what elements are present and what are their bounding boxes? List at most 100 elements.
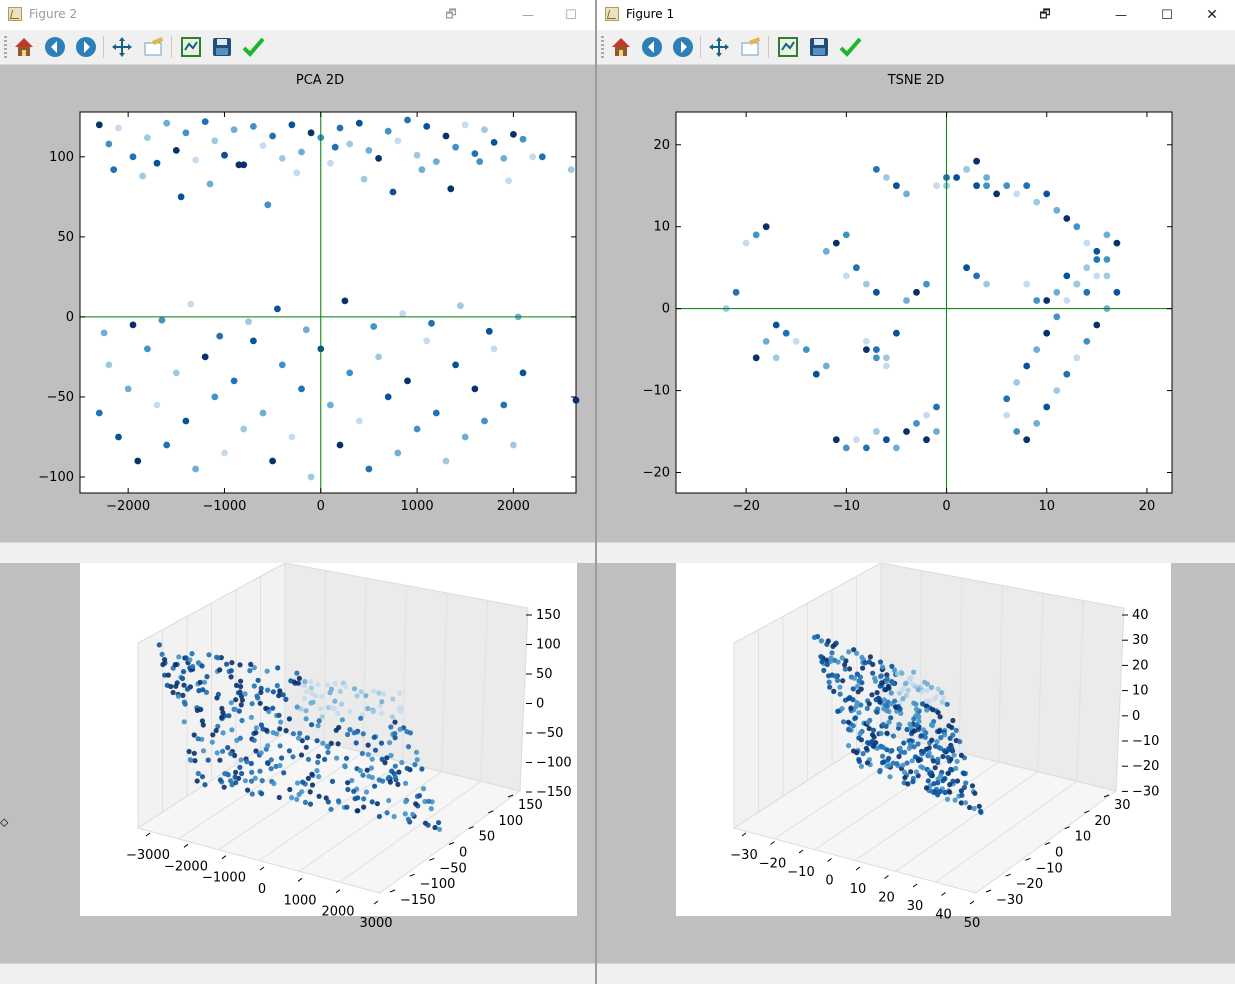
data-point <box>927 771 933 777</box>
data-point <box>217 777 223 783</box>
data-point <box>345 780 351 786</box>
data-point <box>877 659 884 665</box>
x-tick-label: −20 <box>732 499 759 514</box>
data-point <box>926 750 932 756</box>
data-point <box>332 698 338 704</box>
restore-icon[interactable]: 🗗 <box>445 6 457 21</box>
data-point <box>277 726 283 732</box>
figure-canvas-pca-3d[interactable]: 150 100 50 0 −50 −100 −150 −3000 −2000 −1000 0 1000… <box>0 562 595 963</box>
data-point <box>376 690 382 696</box>
home-button[interactable] <box>11 34 37 60</box>
zoom-button[interactable] <box>738 34 764 60</box>
data-point <box>452 361 459 369</box>
data-point <box>248 760 254 767</box>
x-tick-label: −30 <box>730 848 757 863</box>
x-tick-label: 30 <box>907 899 924 914</box>
close-button[interactable]: ✕ <box>1206 7 1218 23</box>
data-point <box>308 679 314 685</box>
data-point <box>355 417 363 425</box>
data-point <box>323 795 329 801</box>
data-point <box>190 663 196 670</box>
data-point <box>124 385 132 393</box>
data-point <box>485 327 493 335</box>
data-point <box>510 441 517 449</box>
x-tick-label: 2000 <box>321 905 354 920</box>
zoom-button[interactable] <box>141 34 167 60</box>
data-point <box>872 675 878 681</box>
y-tick-label: 0 <box>662 302 670 317</box>
data-point <box>856 735 862 741</box>
figure-canvas-tsne-3d[interactable]: 40 30 20 10 0 −10 −20 −30 −30 −20 −10 0 10 20 30 40 50 30… <box>597 562 1235 963</box>
data-point <box>830 643 836 649</box>
data-point <box>95 409 103 417</box>
data-point <box>881 759 887 765</box>
data-point <box>257 700 263 706</box>
data-point <box>259 791 265 797</box>
data-point <box>954 758 960 764</box>
data-point <box>162 672 168 678</box>
data-point <box>920 765 926 771</box>
subplots-button[interactable] <box>178 34 204 60</box>
subplots-icon <box>778 37 798 57</box>
data-point <box>881 706 887 712</box>
forward-button[interactable] <box>73 34 99 60</box>
data-point <box>153 401 161 409</box>
data-point <box>379 699 385 705</box>
data-point <box>848 705 854 711</box>
x-tick-label: −10 <box>833 499 860 514</box>
data-point <box>519 369 527 377</box>
data-point <box>772 321 780 329</box>
data-point <box>170 689 176 696</box>
data-point <box>1033 297 1041 304</box>
data-point <box>199 663 205 669</box>
data-point <box>893 444 900 452</box>
save-button[interactable] <box>806 34 832 60</box>
data-point <box>874 709 880 715</box>
minimize-button[interactable]: — <box>1115 8 1127 22</box>
restore-icon[interactable]: 🗗 <box>1039 6 1051 21</box>
data-point <box>944 701 950 707</box>
confirm-button[interactable] <box>240 34 266 60</box>
data-point <box>901 740 907 746</box>
pan-button[interactable] <box>706 34 732 60</box>
figure-canvas-pca-2d[interactable]: PCA 2D −2000 −1000 0 1000 2000 −100 −50 0 50 100 <box>0 65 595 542</box>
minimize-button[interactable]: — <box>522 8 534 22</box>
data-point <box>238 702 244 708</box>
data-point <box>371 734 377 740</box>
data-point <box>870 670 876 676</box>
y-tick-label: −10 <box>1035 861 1062 876</box>
back-button[interactable] <box>639 34 665 60</box>
data-point <box>273 763 279 769</box>
data-point <box>305 775 311 781</box>
data-point <box>303 708 309 714</box>
titlebar[interactable]: Figure 1 🗗 — ☐ ✕ <box>597 0 1235 30</box>
subplots-button[interactable] <box>775 34 801 60</box>
data-point <box>915 687 921 693</box>
data-point <box>335 710 341 716</box>
data-point <box>1033 198 1041 206</box>
figure-canvas-tsne-2d[interactable]: TSNE 2D −20 −10 0 10 20 −20 −10 0 10 20 <box>597 65 1235 542</box>
titlebar[interactable]: Figure 2 🗗 — ☐ <box>0 0 595 30</box>
back-button[interactable] <box>42 34 68 60</box>
data-point <box>211 137 219 145</box>
data-point <box>307 801 314 807</box>
y-tick <box>1084 810 1090 814</box>
home-button[interactable] <box>608 34 634 60</box>
data-point <box>953 174 960 181</box>
data-point <box>913 420 920 427</box>
pan-button[interactable] <box>109 34 135 60</box>
data-point <box>182 417 190 425</box>
data-point <box>972 790 978 796</box>
chart-title: PCA 2D <box>296 73 344 88</box>
data-point <box>283 696 289 702</box>
save-button[interactable] <box>209 34 235 60</box>
data-point <box>864 705 870 711</box>
forward-icon <box>76 37 96 57</box>
y-tick <box>468 826 474 830</box>
confirm-button[interactable] <box>837 34 863 60</box>
data-point <box>180 692 186 698</box>
forward-button[interactable] <box>670 34 696 60</box>
maximize-button[interactable]: ☐ <box>1161 7 1173 23</box>
maximize-button[interactable]: ☐ <box>565 7 577 23</box>
data-point <box>413 425 421 433</box>
